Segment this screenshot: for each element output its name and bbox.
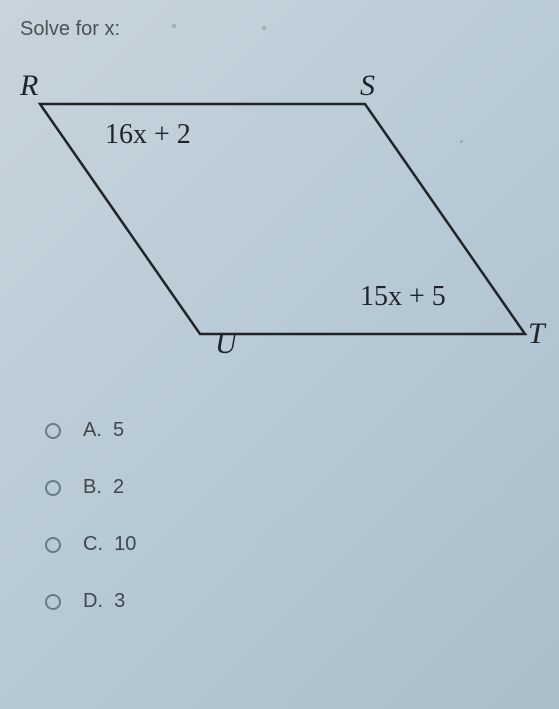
answer-options: A. 5 B. 2 C. 10 D. 3 xyxy=(20,419,539,613)
option-letter: B. xyxy=(83,476,102,498)
option-letter: C. xyxy=(83,533,103,555)
geometry-diagram: R S T U 16x + 2 15x + 5 xyxy=(20,59,540,389)
expr-top-text: 16x + 2 xyxy=(105,119,191,150)
vertex-label-s: S xyxy=(360,69,375,103)
option-text: B. 2 xyxy=(83,476,124,499)
noise-dot xyxy=(172,24,176,28)
radio-icon xyxy=(45,537,61,553)
radio-icon xyxy=(45,594,61,610)
option-text: A. 5 xyxy=(83,419,124,442)
noise-dot xyxy=(460,140,463,143)
option-text: C. 10 xyxy=(83,533,136,556)
vertex-label-r: R xyxy=(20,69,38,103)
question-prompt: Solve for x: xyxy=(20,18,539,41)
expr-bottom-text: 15x + 5 xyxy=(360,281,446,312)
vertex-label-u: U xyxy=(215,327,237,361)
radio-icon xyxy=(45,423,61,439)
expression-bottom: 15x + 5 xyxy=(360,281,446,313)
option-a[interactable]: A. 5 xyxy=(45,419,539,442)
option-text: D. 3 xyxy=(83,590,125,613)
option-letter: A. xyxy=(83,419,102,441)
vertex-label-t: T xyxy=(528,317,545,351)
noise-dot xyxy=(262,26,266,30)
option-value: 5 xyxy=(113,419,124,441)
option-d[interactable]: D. 3 xyxy=(45,590,539,613)
option-b[interactable]: B. 2 xyxy=(45,476,539,499)
option-letter: D. xyxy=(83,590,103,612)
option-value: 3 xyxy=(114,590,125,612)
option-c[interactable]: C. 10 xyxy=(45,533,539,556)
option-value: 2 xyxy=(113,476,124,498)
option-value: 10 xyxy=(114,533,136,555)
expression-top: 16x + 2 xyxy=(105,119,191,151)
radio-icon xyxy=(45,480,61,496)
parallelogram-svg xyxy=(20,59,540,389)
